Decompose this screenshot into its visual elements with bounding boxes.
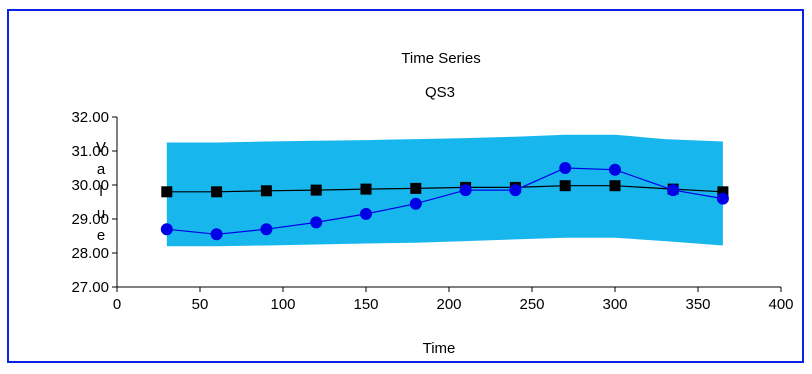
series-1-point — [211, 186, 223, 198]
series-line-2 — [166, 167, 724, 235]
y-tick-label: 27.00 — [71, 279, 109, 296]
series-1-point — [310, 184, 322, 196]
y-tick-label: 28.00 — [71, 245, 109, 262]
series-1-point — [559, 180, 571, 192]
series-1-point — [410, 182, 422, 194]
y-axis-label-letter: V — [96, 139, 106, 156]
series-1-point — [260, 185, 272, 197]
chart-title: Time Series — [401, 50, 480, 67]
series-2-point — [667, 184, 680, 197]
x-tick-label: 0 — [113, 296, 121, 313]
confidence-band-layer — [166, 134, 723, 247]
confidence-band — [166, 134, 723, 247]
x-tick-label: 100 — [270, 296, 295, 313]
series-2-point — [716, 192, 729, 205]
x-tick-label: 200 — [436, 296, 461, 313]
series-layer — [160, 162, 729, 241]
series-2-point — [310, 216, 323, 229]
series-2-point — [160, 223, 173, 236]
x-tick-label: 350 — [685, 296, 710, 313]
x-axis-label: Time — [423, 340, 456, 357]
series-line-1 — [166, 185, 723, 193]
y-tick-label: 30.00 — [71, 177, 109, 194]
x-tick-label: 50 — [192, 296, 209, 313]
series-2-point — [459, 184, 472, 197]
series-2-point — [509, 184, 522, 197]
y-axis-label-letter: u — [97, 205, 105, 222]
series-1-point — [717, 186, 729, 198]
chart-subtitle: QS3 — [425, 84, 455, 101]
series-2-point — [210, 228, 223, 241]
series-2-point — [409, 197, 422, 210]
series-2-point — [260, 223, 273, 236]
y-axis-label-letter: l — [99, 183, 102, 200]
series-1-point — [360, 183, 372, 195]
x-tick-label: 250 — [519, 296, 544, 313]
y-tick-label: 29.00 — [71, 211, 109, 228]
y-tick-label: 31.00 — [71, 143, 109, 160]
y-axis-label-letter: e — [97, 227, 105, 244]
y-tick-label: 32.00 — [71, 109, 109, 126]
series-1-point — [609, 180, 621, 192]
axis-layer: 27.00 28.00 29.00 30.00 31.00 32.00 0 50 100 150 2… — [71, 109, 793, 313]
series-2-point — [609, 163, 621, 176]
series-1-point — [161, 186, 173, 198]
series-2-point — [360, 207, 372, 220]
x-tick-label: 300 — [602, 296, 627, 313]
x-tick-label: 400 — [768, 296, 793, 313]
series-2-point — [559, 162, 572, 174]
y-axis-label-letter: a — [97, 161, 106, 178]
x-tick-label: 150 — [353, 296, 378, 313]
